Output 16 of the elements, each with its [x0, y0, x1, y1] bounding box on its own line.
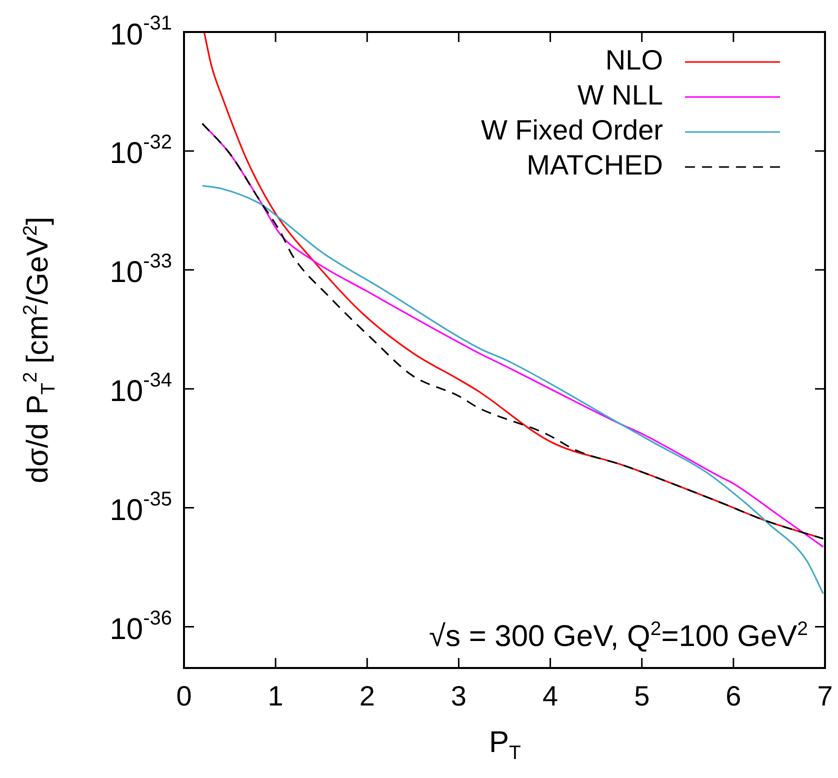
x-axis-title: P$_{T}$	[489, 726, 521, 764]
annotation: √s = 300 GeV, Q$^{2}$=100 GeV$^{2}$	[429, 618, 808, 653]
x-tick-label: 7	[817, 680, 833, 712]
legend-label: NLO	[605, 44, 664, 76]
legend-label: W NLL	[577, 80, 664, 111]
x-tick-label: 5	[634, 680, 650, 712]
line-series	[202, 184, 824, 594]
x-tick-label: 4	[542, 680, 558, 712]
x-tick-label: 2	[359, 680, 375, 712]
legend-label: MATCHED	[526, 150, 664, 181]
x-tick-label: 6	[726, 680, 742, 712]
x-tick-label: 3	[450, 680, 467, 712]
x-tick-label: 0	[176, 680, 192, 712]
legend-label: W Fixed Order	[480, 114, 664, 146]
line-series	[203, 32, 824, 540]
x-tick-label: 1	[268, 680, 284, 712]
